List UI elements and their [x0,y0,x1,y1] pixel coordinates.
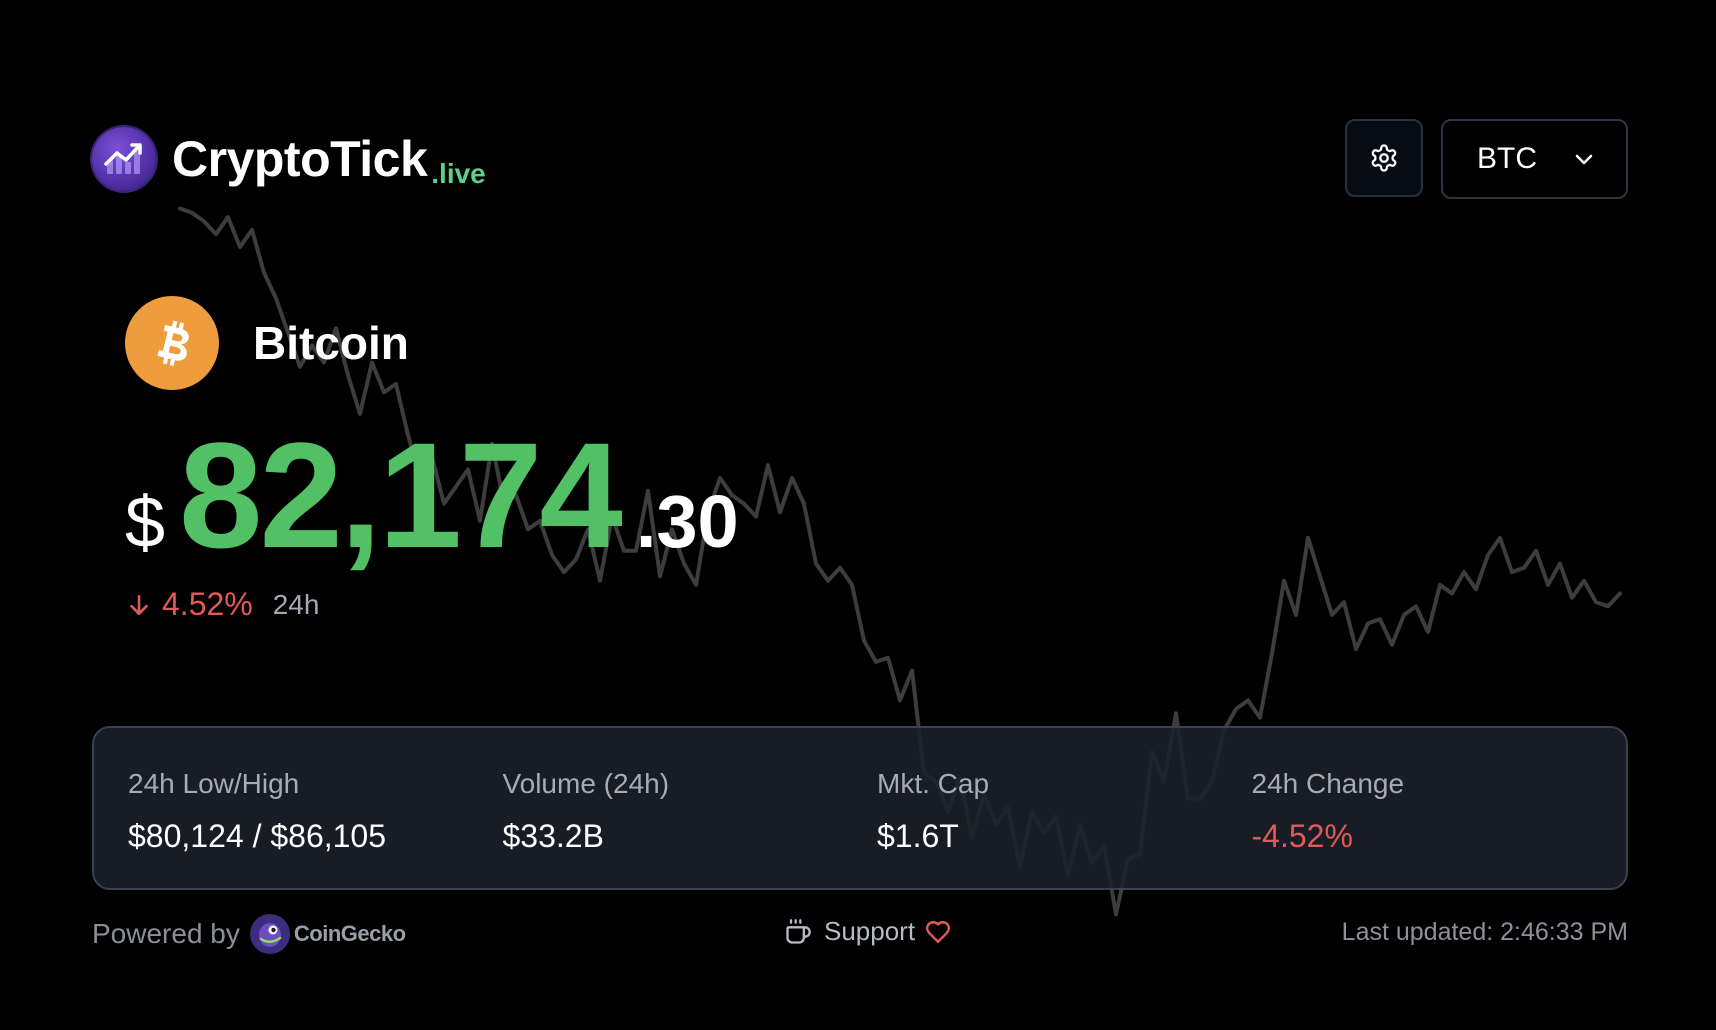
market-stats-card: 24h Low/High $80,124 / $86,105 Volume (2… [92,726,1628,890]
change-percent: 4.52% [162,586,253,622]
coin-name: Bitcoin [253,317,409,369]
stat-label: Mkt. Cap [877,768,990,799]
chevron-down-icon [1575,154,1593,165]
price-integer: 82,174 [179,411,623,579]
brand: CryptoTick .live [92,126,486,192]
currency-selected-value: BTC [1477,142,1537,175]
stat-value: -4.52% [1251,818,1353,854]
bitcoin-icon [125,296,219,390]
powered-by[interactable]: Powered by CoinGecko [92,914,406,954]
stat-value: $1.6T [877,818,959,854]
stat-label: Volume (24h) [502,768,670,799]
powered-by-label: Powered by [92,918,240,949]
stat-low-high: 24h Low/High $80,124 / $86,105 [128,728,503,888]
coingecko-icon [249,914,290,954]
stat-volume: Volume (24h) $33.2B [503,728,878,888]
arrow-down-icon [130,594,148,615]
brand-suffix-dot: . [431,158,440,189]
settings-button[interactable] [1345,119,1423,197]
price-currency-symbol: $ [125,483,166,563]
stat-value: $33.2B [502,818,604,854]
stat-label: 24h Change [1251,768,1405,799]
change-period: 24h [272,588,320,620]
currency-select[interactable]: BTC [1441,119,1628,199]
coffee-cup-icon [786,918,811,944]
support-label: Support [824,916,916,946]
trending-chart-icon [92,127,156,191]
support-link[interactable]: Support [784,916,951,947]
price-display: $ 82,174 .30 [125,420,739,570]
brand-suffix: .live [431,158,485,192]
coin-header: Bitcoin [125,296,409,390]
price-change: 4.52% 24h [126,586,319,623]
gear-icon [1371,144,1397,172]
stat-label: 24h Low/High [128,768,300,799]
heart-icon [926,920,951,943]
stat-value: $80,124 / $86,105 [128,818,387,854]
brand-suffix-text: live [439,158,486,189]
brand-name: CryptoTick [172,131,428,187]
last-updated: Last updated: 2:46:33 PM [1341,918,1628,946]
coingecko-name: CoinGecko [293,921,406,946]
price-decimal: .30 [635,480,739,563]
stat-24h-change: 24h Change -4.52% [1252,728,1627,888]
stat-market-cap: Mkt. Cap $1.6T [877,728,1252,888]
